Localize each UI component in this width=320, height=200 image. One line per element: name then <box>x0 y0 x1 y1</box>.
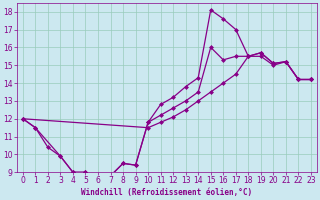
X-axis label: Windchill (Refroidissement éolien,°C): Windchill (Refroidissement éolien,°C) <box>81 188 252 197</box>
